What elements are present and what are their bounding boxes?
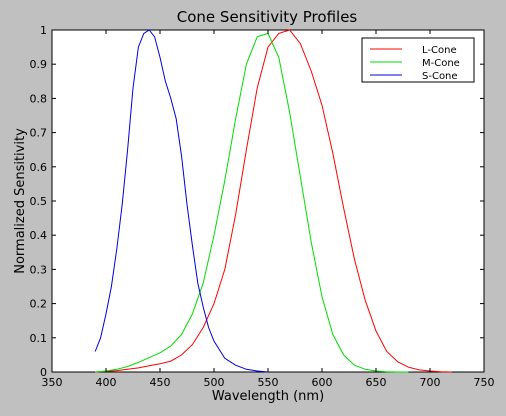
ticks-layer: 350 400 450 500 550 600 650 700 750 0 0.1 0.2 0.3 0.4…	[30, 24, 495, 389]
y-tick-label: 0.3	[30, 263, 48, 276]
x-tick-label: 600	[312, 376, 333, 389]
y-tick-label: 0.7	[30, 127, 48, 140]
y-tick-label: 1	[40, 24, 47, 37]
series-line-l-cone	[95, 29, 452, 373]
legend-items: L-Cone M-Cone S-Cone	[370, 45, 460, 82]
series-layer	[94, 29, 452, 373]
y-tick-label: 0.4	[30, 229, 48, 242]
x-axis-label: Wavelength (nm)	[212, 389, 324, 404]
x-tick-label: 500	[204, 376, 225, 389]
x-tick-label: 450	[150, 376, 171, 389]
legend: L-Cone M-Cone S-Cone	[361, 37, 475, 83]
legend-label-s-cone: S-Cone	[422, 71, 458, 82]
y-tick-label: 0.5	[30, 195, 48, 208]
y-axis-label: Normalized Sensitivity	[13, 128, 28, 274]
y-tick-label: 0.2	[30, 298, 48, 311]
x-tick-label: 650	[366, 376, 387, 389]
x-tick-label: 400	[96, 376, 117, 389]
y-tick-label: 0.8	[30, 92, 48, 105]
x-tick-label: 350	[42, 376, 63, 389]
series-line-m-cone	[95, 32, 409, 373]
chart-title: Cone Sensitivity Profiles	[177, 8, 358, 26]
y-tick-label: 0.6	[30, 161, 48, 174]
y-tick-label: 0	[40, 366, 47, 379]
x-tick-label: 550	[258, 376, 279, 389]
legend-label-l-cone: L-Cone	[422, 45, 457, 56]
series-line-s-cone	[94, 29, 269, 373]
y-tick-label: 0.9	[30, 58, 48, 71]
x-tick-label: 700	[420, 376, 441, 389]
plot-area	[51, 29, 485, 373]
x-tick-label: 750	[474, 376, 495, 389]
legend-label-m-cone: M-Cone	[422, 58, 460, 69]
y-tick-label: 0.1	[30, 332, 48, 345]
